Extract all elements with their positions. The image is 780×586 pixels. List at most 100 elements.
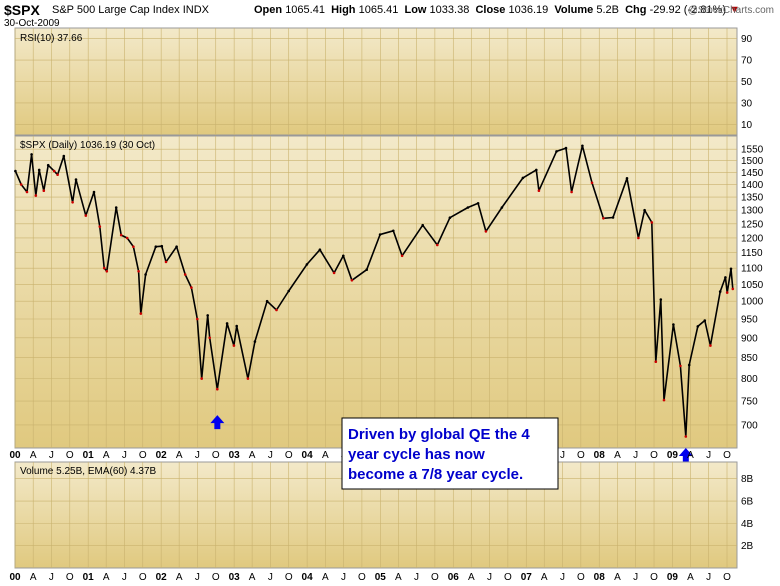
volume-label: Volume	[554, 4, 594, 16]
price-point	[318, 248, 322, 251]
price-point	[132, 245, 135, 248]
price-point	[137, 270, 140, 273]
price-point	[235, 324, 238, 328]
x-axis-label: O	[358, 572, 366, 583]
x-axis-label: O	[212, 450, 220, 461]
price-point	[564, 146, 568, 150]
price-point	[144, 273, 147, 276]
price-point	[724, 276, 727, 279]
symbol-description: S&P 500 Large Cap Index INDX	[52, 4, 209, 16]
price-tick-label: 700	[741, 420, 758, 431]
price-point	[581, 144, 584, 148]
price-point	[537, 189, 541, 192]
rsi-tick-label: 50	[741, 77, 753, 88]
price-point	[684, 435, 688, 438]
x-axis-label: A	[322, 450, 329, 461]
price-point	[709, 344, 712, 347]
x-axis-label: O	[577, 450, 585, 461]
price-tick-label: 950	[741, 315, 758, 326]
price-point	[392, 229, 395, 233]
x-axis-label: J	[633, 450, 638, 461]
x-axis-label: J	[487, 572, 492, 583]
rsi-grid	[14, 28, 737, 135]
x-axis-label: A	[395, 572, 402, 583]
price-tick-label: 1150	[741, 248, 763, 259]
price-point	[466, 206, 470, 209]
price-point	[725, 291, 729, 294]
price-point	[421, 223, 425, 227]
symbol: $SPX	[4, 2, 40, 18]
x-axis-label: 01	[83, 450, 95, 461]
x-axis-label: A	[103, 450, 110, 461]
price-tick-label: 1200	[741, 233, 764, 244]
index-name: S&P 500 Large Cap Index	[52, 4, 180, 16]
x-axis-label: 08	[594, 450, 606, 461]
x-axis-label: 02	[156, 572, 168, 583]
x-axis-label: O	[431, 572, 439, 583]
price-point	[34, 194, 38, 197]
price-point	[84, 214, 88, 217]
x-axis-label: A	[176, 450, 183, 461]
x-axis-label: A	[103, 572, 110, 583]
price-point	[102, 266, 106, 270]
price-tick-label: 1050	[741, 280, 764, 291]
price-tick-label: 1100	[741, 264, 763, 275]
price-tick-label: 1450	[741, 168, 764, 179]
price-point	[190, 286, 193, 289]
price-point	[196, 317, 199, 321]
annotation-line-3: become a 7/8 year cycle.	[348, 466, 523, 483]
price-panel-label: $SPX (Daily) 1036.19 (30 Oct)	[20, 140, 155, 151]
x-axis-label: 08	[594, 572, 606, 583]
price-point	[637, 236, 640, 240]
x-axis-label: J	[122, 450, 127, 461]
price-point	[500, 206, 504, 209]
x-axis-label: J	[268, 450, 273, 461]
x-axis-label: O	[139, 572, 147, 583]
price-point	[105, 270, 109, 273]
price-point	[654, 360, 658, 364]
price-point	[175, 245, 178, 248]
x-axis-label: 06	[448, 572, 460, 583]
price-point	[19, 183, 23, 186]
price-point	[46, 163, 50, 167]
price-tick-label: 1300	[741, 206, 764, 217]
x-axis-label: 07	[521, 572, 533, 583]
price-tick-label: 750	[741, 397, 758, 408]
x-axis-label: O	[285, 572, 293, 583]
price-axis-ticks: 700 750 800 850 900 950 1000 1050 1100 1150 1200 12…	[741, 145, 764, 432]
price-point	[365, 268, 369, 272]
price-point	[662, 398, 666, 402]
quote-date: 30-Oct-2009	[4, 18, 60, 29]
x-axis-label: 05	[375, 572, 387, 583]
price-point	[114, 206, 118, 209]
price-point	[52, 169, 56, 173]
x-axis-label: A	[249, 572, 256, 583]
x-axis-label: J	[414, 572, 419, 583]
price-point	[696, 325, 700, 328]
price-point	[14, 169, 17, 173]
change-value: -29.92 (-2.81%)	[649, 4, 726, 16]
x-axis-label: A	[468, 572, 475, 583]
price-point	[125, 236, 129, 240]
price-tick-label: 1400	[741, 180, 764, 191]
price-tick-label: 850	[741, 353, 758, 364]
x-axis-label: A	[541, 572, 548, 583]
price-point	[342, 254, 345, 258]
price-point	[225, 322, 229, 325]
price-point	[37, 168, 41, 172]
annotation-line-1: Driven by global QE the 4	[348, 426, 530, 443]
annotation: Driven by global QE the 4 year cycle has…	[341, 417, 559, 490]
price-point	[672, 323, 675, 326]
x-axis-label: J	[195, 572, 200, 583]
cycle-low-arrow-icon	[210, 415, 225, 430]
price-point	[25, 190, 29, 194]
price-point	[625, 177, 629, 180]
x-axis-label: O	[212, 572, 220, 583]
price-point	[703, 319, 707, 322]
price-point	[164, 260, 168, 264]
x-axis-label: A	[322, 572, 329, 583]
x-axis-label: J	[49, 572, 54, 583]
price-series	[14, 144, 735, 438]
x-axis-label: 03	[229, 450, 241, 461]
price-point	[139, 312, 143, 315]
